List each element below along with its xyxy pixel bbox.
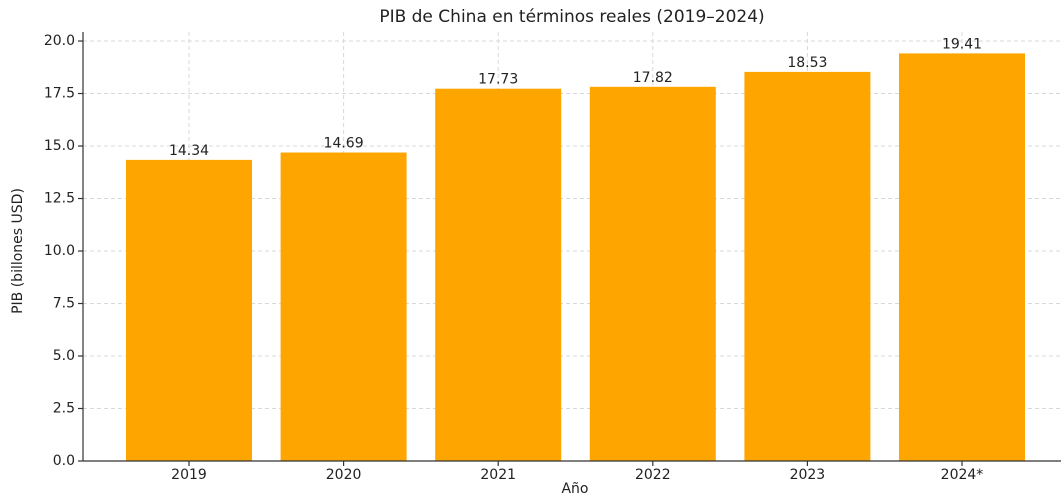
chart-title: PIB de China en términos reales (2019–20… xyxy=(379,7,764,27)
bar xyxy=(435,88,562,461)
x-tick-label: 2019 xyxy=(171,467,207,483)
y-tick-label: 17.5 xyxy=(44,86,75,102)
bar xyxy=(899,53,1025,461)
bar xyxy=(744,71,871,461)
x-tick-label: 2021 xyxy=(480,467,516,483)
x-axis-label: Año xyxy=(561,481,588,497)
value-label: 17.82 xyxy=(633,70,673,86)
y-tick-label: 20.0 xyxy=(44,33,75,49)
value-label: 19.41 xyxy=(942,36,982,52)
x-tick-label: 2024* xyxy=(941,467,984,483)
y-tick-label: 5.0 xyxy=(53,348,75,364)
x-tick-label: 2022 xyxy=(635,467,671,483)
value-label: 18.53 xyxy=(787,55,827,71)
value-label: 14.69 xyxy=(324,136,364,152)
y-tick-label: 15.0 xyxy=(44,138,75,154)
value-label: 14.34 xyxy=(169,143,209,159)
y-tick-label: 10.0 xyxy=(44,243,75,259)
y-tick-label: 0.0 xyxy=(53,453,75,469)
bar xyxy=(589,86,716,462)
y-tick-label: 2.5 xyxy=(53,401,75,417)
x-tick-label: 2023 xyxy=(790,467,826,483)
x-tick-label: 2020 xyxy=(326,467,362,483)
y-tick-label: 7.5 xyxy=(53,296,75,312)
y-axis-label: PIB (billones USD) xyxy=(10,188,26,314)
y-tick-label: 12.5 xyxy=(44,191,75,207)
bar xyxy=(280,152,407,462)
bar xyxy=(126,159,252,462)
value-label: 17.73 xyxy=(478,72,518,88)
